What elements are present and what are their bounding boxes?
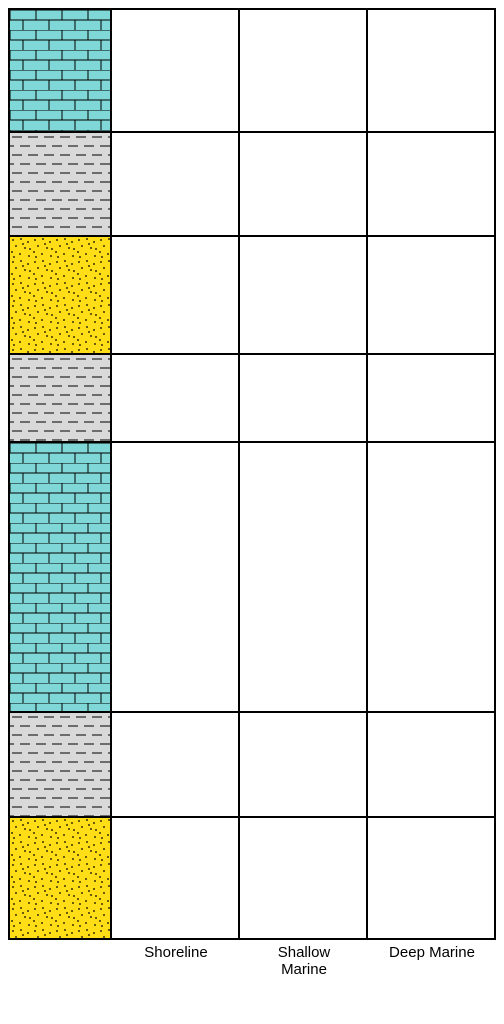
shale-pattern (10, 713, 112, 816)
column-label: Deep Marine (368, 940, 496, 979)
grid-cell (368, 443, 496, 713)
shale-pattern (10, 133, 112, 235)
grid-cell (368, 355, 496, 443)
sandstone-pattern (10, 237, 112, 353)
lithology-cell-shale (8, 713, 112, 818)
column-label (8, 940, 112, 979)
grid-row (8, 133, 496, 237)
grid-cell (240, 443, 368, 713)
grid-row (8, 713, 496, 818)
strat-column-chart: ShorelineShallowMarineDeep Marine (8, 8, 496, 979)
grid-row (8, 818, 496, 940)
grid-row (8, 355, 496, 443)
grid-cell (112, 8, 240, 133)
column-label: Shoreline (112, 940, 240, 979)
shale-pattern (10, 355, 112, 441)
grid-cell (240, 713, 368, 818)
grid-cell (112, 237, 240, 355)
lithology-cell-sandstone (8, 818, 112, 940)
grid-cell (240, 8, 368, 133)
grid-cell (240, 355, 368, 443)
lithology-cell-shale (8, 133, 112, 237)
column-labels-row: ShorelineShallowMarineDeep Marine (8, 940, 496, 979)
lithology-cell-shale (8, 355, 112, 443)
grid-cell (240, 818, 368, 940)
grid-cell (368, 133, 496, 237)
grid-cell (112, 133, 240, 237)
grid-row (8, 443, 496, 713)
grid-row (8, 237, 496, 355)
grid-cell (368, 713, 496, 818)
grid-cell (112, 713, 240, 818)
lithology-cell-limestone (8, 443, 112, 713)
column-label: ShallowMarine (240, 940, 368, 979)
grid-cell (112, 443, 240, 713)
grid-row (8, 8, 496, 133)
grid-cell (112, 355, 240, 443)
grid-cell (240, 133, 368, 237)
limestone-pattern (10, 443, 112, 711)
lithology-cell-limestone (8, 8, 112, 133)
grid-cell (368, 8, 496, 133)
sandstone-pattern (10, 818, 112, 938)
limestone-pattern (10, 10, 112, 133)
lithology-cell-sandstone (8, 237, 112, 355)
grid-cell (368, 237, 496, 355)
grid-cell (112, 818, 240, 940)
grid-cell (240, 237, 368, 355)
grid-cell (368, 818, 496, 940)
